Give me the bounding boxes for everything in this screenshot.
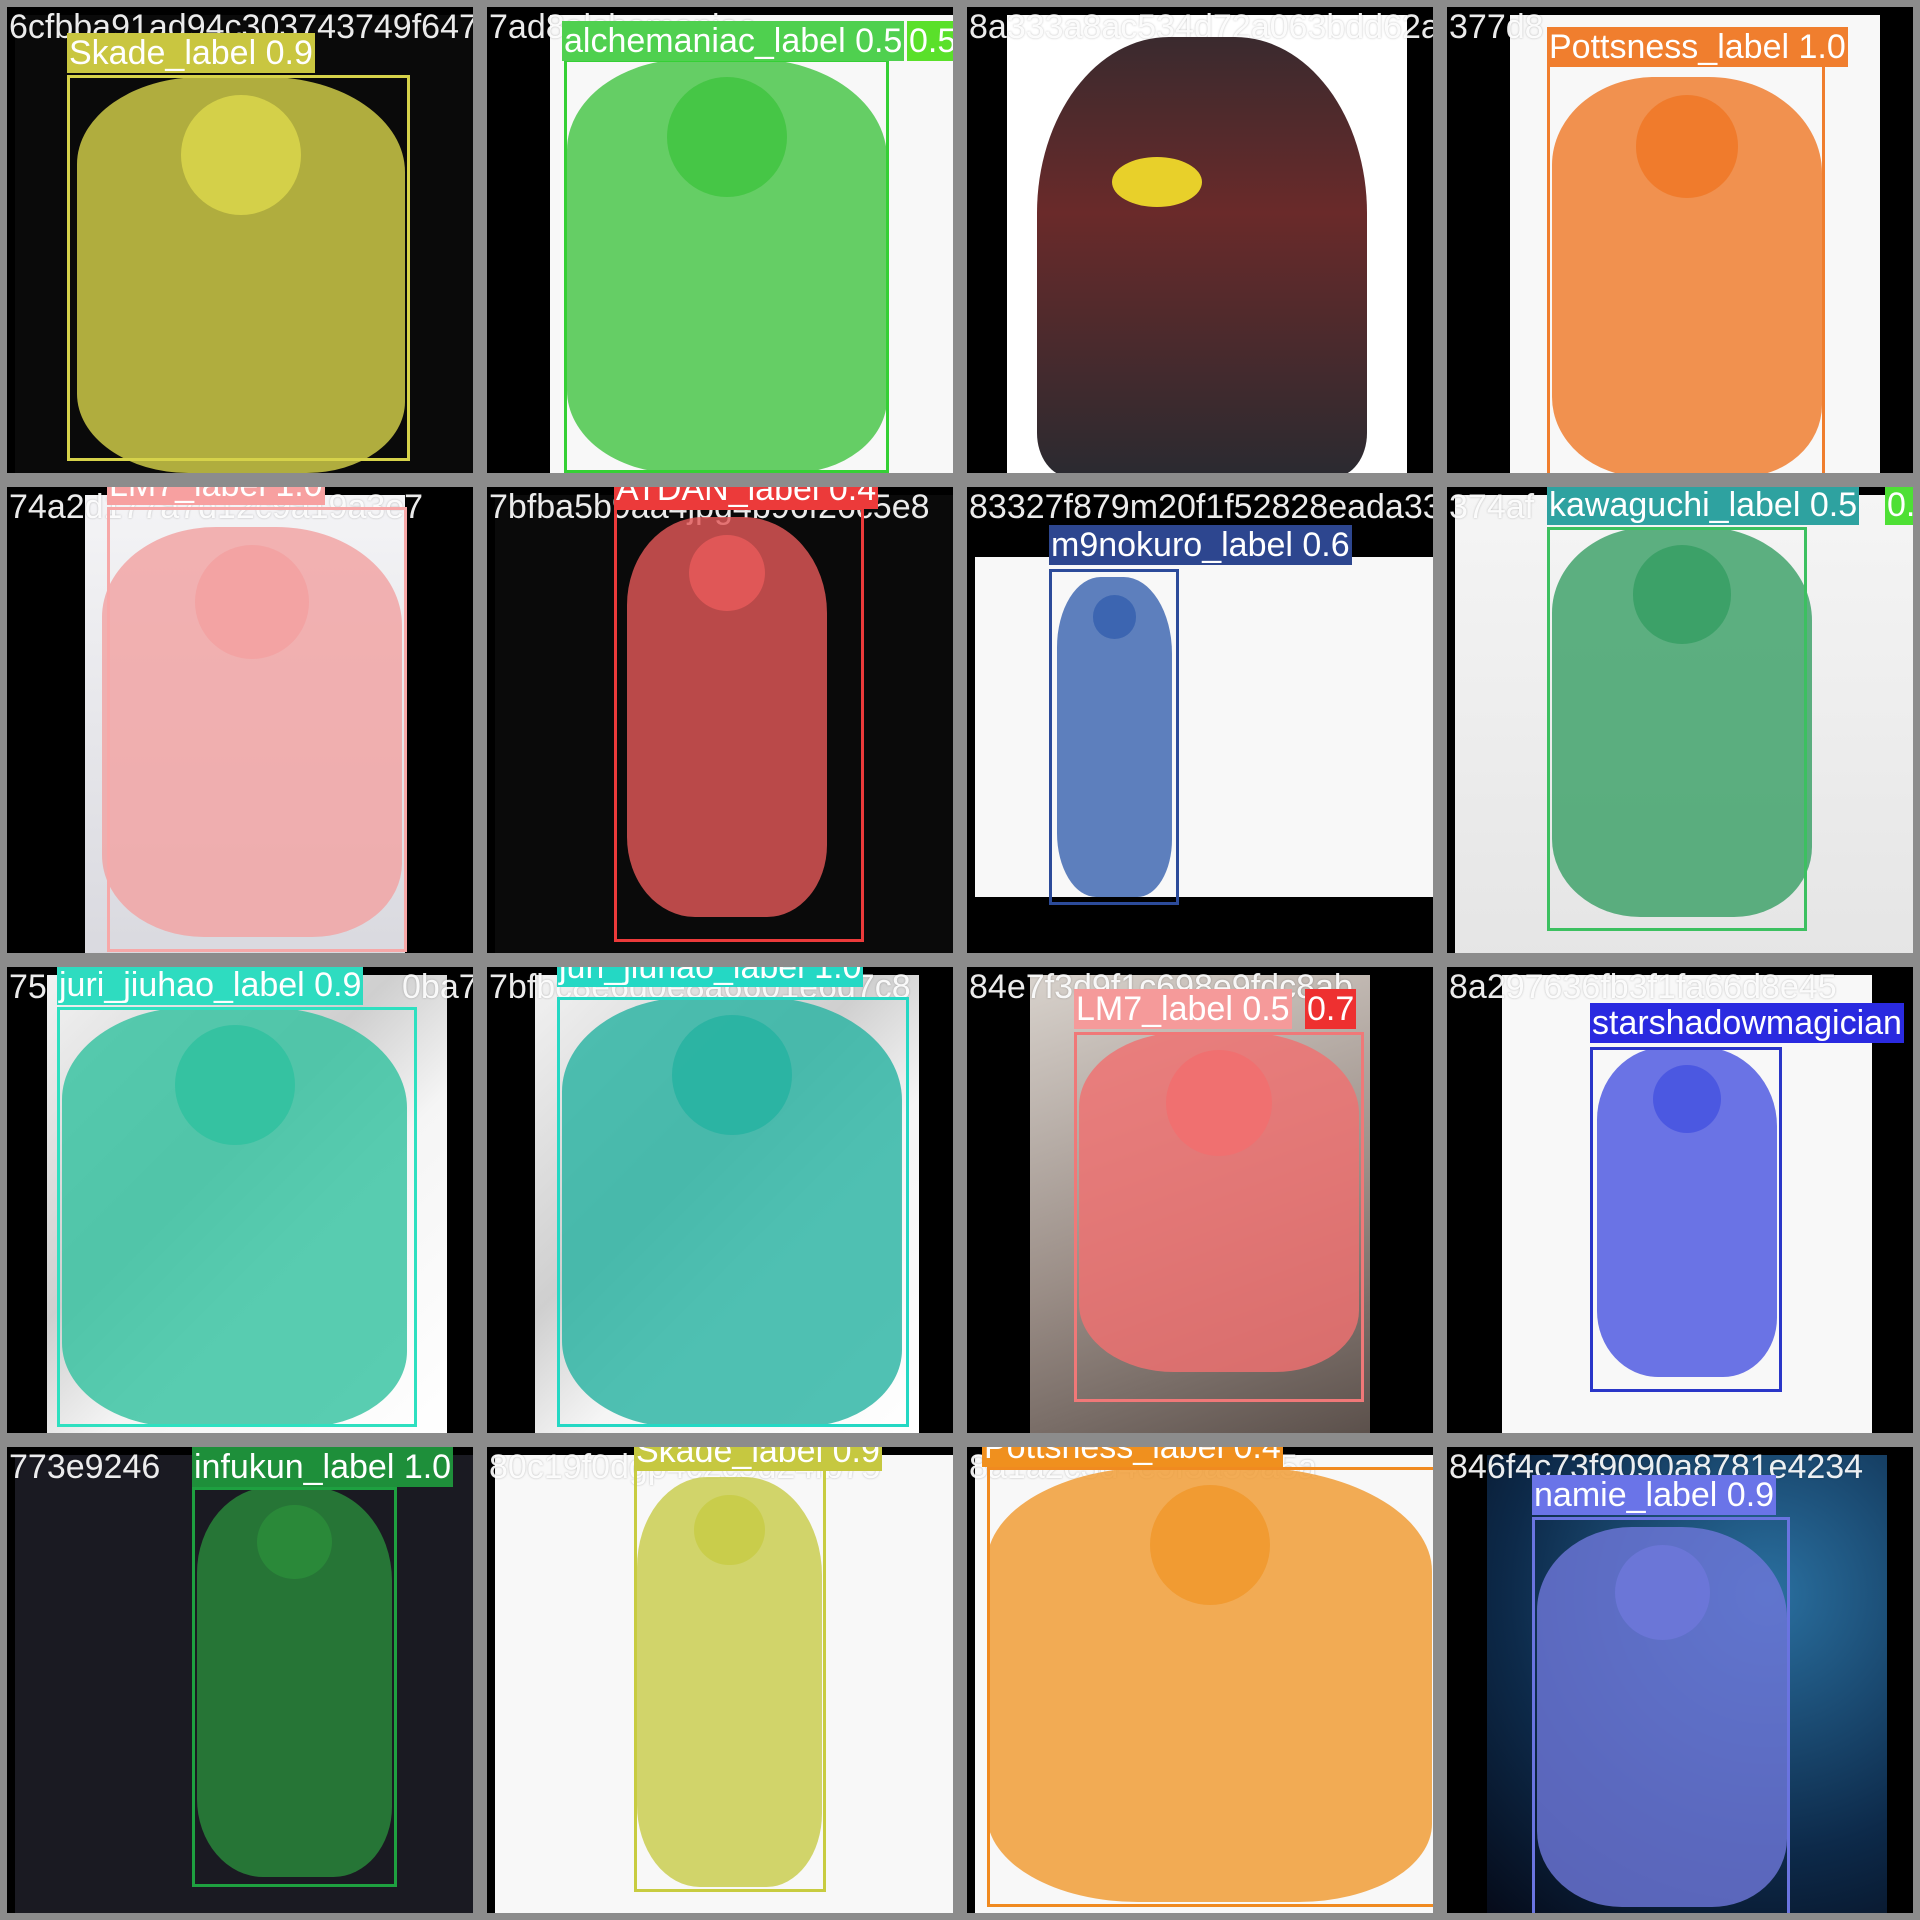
bounding-box [557,997,909,1427]
mosaic-tile-1-3: 374af kawaguchi_label 0.5 0.8 [1440,480,1920,960]
detection-label: namie_label 0.9 [1532,1475,1777,1515]
bounding-box [614,507,864,942]
detection-label-secondary: 0.8 [1885,487,1913,525]
detection-label: Pottsness_label 1.0 [1547,27,1848,67]
figure-head [694,1495,765,1566]
figure-head [1614,1545,1710,1640]
mosaic-tile-2-1: 7bfbc8e6d0e8a6601e6d7c8 juri_jiuhao_label… [480,960,960,1440]
figure-head [672,1015,792,1135]
figure-head [1632,545,1732,644]
detection-label: Pottsness_label 0.4 [982,1447,1283,1467]
bounding-box [1532,1517,1790,1913]
mosaic-tile-2-3: 8a297636fb3f1fa66d8e45 starshadowmagician [1440,960,1920,1440]
figure-head [257,1505,332,1580]
tile-artwork [975,557,1433,897]
bounding-box [1547,49,1825,473]
figure-armored [1037,37,1367,473]
detection-label: starshadowmagician [1590,1003,1904,1043]
bounding-box [1049,569,1179,905]
figure-head [689,535,765,611]
mosaic-tile-3-1: 80c19f0dgp4c2c5d24fb75Skade_label 0.9 [480,1440,960,1920]
detection-label: Skade_label 0.9 [67,33,315,73]
figure-head [1149,1485,1270,1605]
figure-head [1635,95,1739,198]
mosaic-tile-3-0: 773e9246 infukun_label 1.0 [0,1440,480,1920]
bounding-box [107,507,407,952]
bounding-box [1590,1047,1782,1392]
figure-head [1652,1065,1722,1134]
figure-head [667,77,787,197]
figure-head [1092,595,1137,639]
figure-head [195,545,309,659]
tile-filename: 374af [1449,488,1535,526]
detection-label: Skade_label 0.9 [634,1447,882,1471]
bounding-box [564,59,889,473]
detection-label: ATDAN_label 0.4 [614,487,879,509]
detection-label-secondary: 0.7 [1305,989,1357,1029]
mosaic-tile-2-0: 75 juri_jiuhao_label 0.9 0ba7 [0,960,480,1440]
tile-filename-suffix: 0ba7 [402,968,478,1006]
detection-label: LM7_label 0.5 [1074,989,1292,1029]
bounding-box [634,1467,826,1892]
detection-label: infukun_label 1.0 [192,1447,454,1487]
bounding-box [57,1007,417,1427]
mosaic-tile-0-0: 6cfbba91ad94c303743749f647ac Skade_label … [0,0,480,480]
tile-filename: 83327f879m20f1f52828eada33 [969,488,1440,526]
mosaic-tile-0-1: 7ad8alchemaniacalchemaniac_label 0.50.5 [480,0,960,480]
bounding-box [1074,1032,1364,1402]
mosaic-tile-3-2: 8a1a2c3d4e5f3a39a5aPottsness_label 0.4 [960,1440,1440,1920]
mosaic-tile-0-3: 377d8 Pottsness_label 1.0 [1440,0,1920,480]
detection-label: juri_jiuhao_label 1.0 [557,967,864,987]
mosaic-tile-2-2: 84e7f3d9f1c698e9fdc8ab LM7_label 0.5 0.7 [960,960,1440,1440]
figure-head [174,1025,295,1145]
mosaic-tile-1-1: 7bfba5b9aa4jpg4b96f26c5e8ATDAN_label 0.4 [480,480,960,960]
bounding-box [987,1467,1433,1907]
tile-filename: 8a297636fb3f1fa66d8e45 [1449,968,1837,1006]
bounding-box [1547,527,1807,931]
tile-filename: 377d8 [1449,8,1544,46]
detection-label: kawaguchi_label 0.5 [1547,486,1860,525]
mosaic-tile-1-0: 74a2d177a7d12c9a19a3e7 LM7_label 1.0 [0,480,480,960]
detection-label: alchemaniac_label 0.5 [562,21,905,61]
mosaic-tile-0-2: 8a333a8ac534d72a063bdd62a [960,0,1440,480]
tile-filename: 75 [9,968,47,1006]
detection-label: m9nokuro_label 0.6 [1049,525,1352,565]
detection-label: LM7_label 1.0 [107,487,325,505]
figure-head [181,95,301,215]
tile-filename: 773e9246 [9,1448,161,1486]
mosaic-tile-3-3: 846f4c73f9090a8781e4234 namie_label 0.9 [1440,1440,1920,1920]
mosaic-tile-1-2: 83327f879m20f1f52828eada33 m9nokuro_label… [960,480,1440,960]
bounding-box [67,75,410,461]
figure-head [1165,1050,1273,1157]
detection-label: juri_jiuhao_label 0.9 [57,966,364,1005]
helmet-visor [1112,157,1202,207]
detection-label-secondary: 0.5 [907,21,957,61]
bounding-box [192,1487,397,1887]
